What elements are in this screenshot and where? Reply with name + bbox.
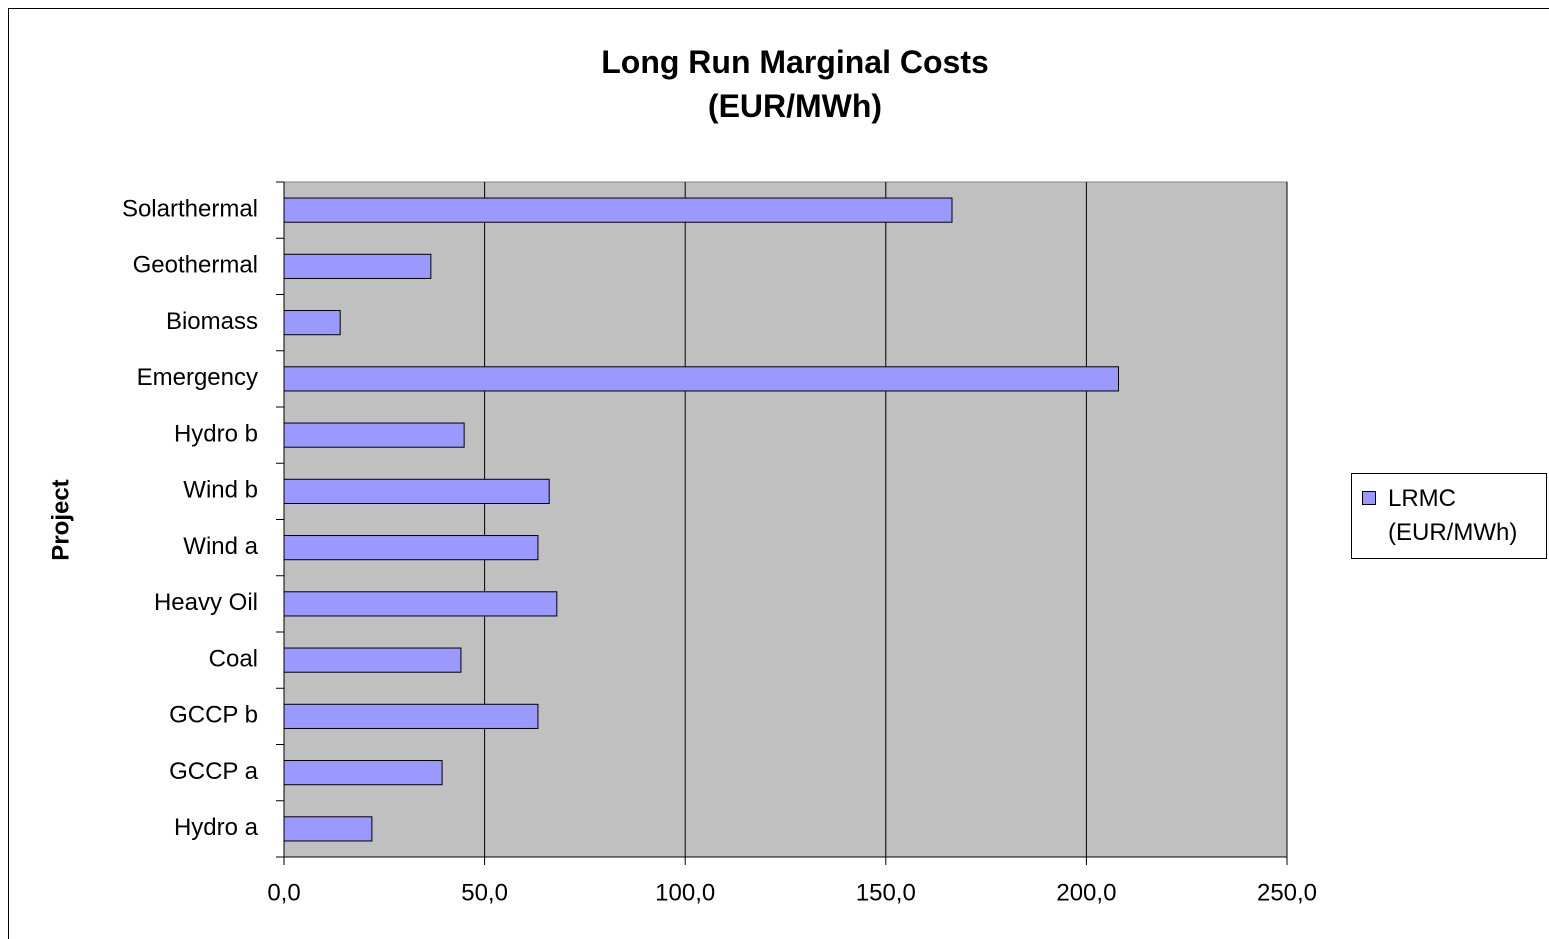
bar <box>283 591 558 617</box>
y-tick-label: Emergency <box>137 364 258 391</box>
bar <box>283 478 550 504</box>
bar <box>283 816 373 842</box>
x-tick-label: 150,0 <box>856 879 916 906</box>
y-tick-label: GCCP b <box>169 702 258 729</box>
y-axis-label: Project <box>47 479 74 560</box>
y-tick-label: Wind a <box>183 533 258 560</box>
bar <box>283 253 432 279</box>
bar <box>283 366 1119 392</box>
x-tick-label: 250,0 <box>1257 879 1317 906</box>
y-tick-label: Wind b <box>183 477 258 504</box>
chart-title: Long Run Marginal Costs (EUR/MWh) <box>601 44 989 124</box>
y-tick-label: Biomass <box>166 308 258 335</box>
bar <box>283 422 465 448</box>
bar <box>283 535 539 561</box>
legend: LRMC (EUR/MWh) <box>1351 473 1547 559</box>
x-tick-label: 200,0 <box>1056 879 1116 906</box>
x-tick-label: 100,0 <box>655 879 715 906</box>
bar <box>283 197 953 223</box>
y-tick-label: Hydro a <box>174 814 259 841</box>
legend-swatch <box>1362 491 1376 505</box>
bar <box>283 310 341 336</box>
y-tick-label: Geothermal <box>133 252 258 279</box>
plot-area <box>283 181 1288 858</box>
legend-label: LRMC (EUR/MWh) <box>1388 485 1518 546</box>
bar <box>283 647 462 673</box>
y-tick-label: Heavy Oil <box>154 589 258 616</box>
y-tick-label: Coal <box>209 645 258 672</box>
x-tick-label: 0,0 <box>267 879 300 906</box>
bar <box>283 760 443 786</box>
y-tick-label: Solarthermal <box>122 195 258 222</box>
y-tick-label: Hydro b <box>174 420 258 447</box>
x-tick-label: 50,0 <box>461 879 508 906</box>
bar <box>283 703 539 729</box>
y-tick-label: GCCP a <box>169 758 259 785</box>
